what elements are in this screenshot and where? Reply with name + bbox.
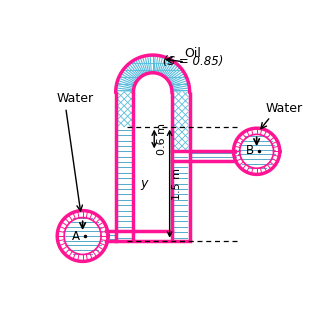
Text: A: A	[71, 230, 79, 243]
Text: Water: Water	[56, 92, 94, 105]
Text: Oil: Oil	[184, 47, 201, 60]
Text: y: y	[141, 177, 148, 190]
Text: B: B	[245, 144, 254, 157]
Text: (S = 0.85): (S = 0.85)	[163, 55, 223, 68]
Text: 1.5 m: 1.5 m	[172, 168, 182, 200]
Text: Water: Water	[266, 102, 303, 115]
Text: 0.6 m: 0.6 m	[157, 123, 167, 155]
